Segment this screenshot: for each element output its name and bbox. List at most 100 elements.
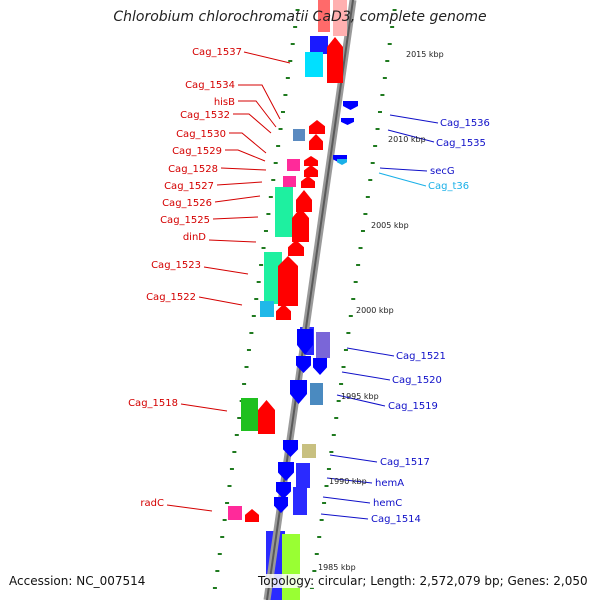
scale-tick-right <box>314 553 319 555</box>
scale-tick-left <box>271 179 276 181</box>
gene-label-right[interactable]: hemA <box>375 478 404 489</box>
scale-tick-left <box>222 519 227 521</box>
cog-box <box>283 176 296 187</box>
cog-box <box>316 332 330 358</box>
gene-label-right[interactable]: secG <box>430 166 455 177</box>
scale-tick-right <box>341 366 346 368</box>
scale-tick-left <box>217 553 222 555</box>
gene-arrow-reverse <box>341 118 354 125</box>
cog-box <box>228 506 242 520</box>
gene-label-left[interactable]: dinD <box>183 232 206 243</box>
scale-tick-right <box>336 400 341 402</box>
gene-arrow-forward <box>327 37 343 83</box>
gene-arrow-forward <box>258 400 275 434</box>
leader-line <box>229 132 267 154</box>
genome-title: Chlorobium chlorochromatii CaD3, complet… <box>113 9 487 25</box>
leader-line <box>180 403 228 412</box>
gene-arrow-reverse <box>278 462 294 481</box>
cog-box <box>310 36 328 54</box>
scale-tick-right <box>353 281 358 283</box>
gene-label-left[interactable]: hisB <box>214 97 235 108</box>
gene-arrow-forward <box>288 240 304 256</box>
gene-label-left[interactable]: Cag_1527 <box>164 181 214 192</box>
scale-tick-right <box>322 502 327 504</box>
leader-line <box>379 167 428 172</box>
gene-label-left[interactable]: Cag_1529 <box>172 146 222 157</box>
leader-line <box>336 394 386 407</box>
gene-label-right[interactable]: Cag_1517 <box>380 457 430 468</box>
gene-arrow-forward <box>276 304 291 320</box>
cog-box <box>260 301 274 317</box>
scale-ticks <box>212 9 397 589</box>
gene-label-right[interactable]: Cag_1520 <box>392 375 442 386</box>
gene-arrow-forward <box>304 156 318 166</box>
gene-label-left[interactable]: Cag_1526 <box>162 198 212 209</box>
scale-tick-left <box>229 468 234 470</box>
gene-label-right[interactable]: hemC <box>373 498 402 509</box>
gene-arrow-reverse <box>343 101 358 110</box>
leader-line <box>212 216 259 220</box>
scale-tick-left <box>263 230 268 232</box>
scale-tick-left <box>280 111 285 113</box>
cog-box <box>302 444 316 458</box>
scale-tick-right <box>324 485 329 487</box>
scale-tick-left <box>220 536 225 538</box>
scale-tick-left <box>273 162 278 164</box>
gene-label-right[interactable]: Cag_1519 <box>388 401 438 412</box>
leader-line <box>326 477 373 484</box>
gene-label-left[interactable]: Cag_1534 <box>185 80 235 91</box>
scale-tick-left <box>266 213 271 215</box>
scale-tick-right <box>365 196 370 198</box>
gene-label-right[interactable]: Cag_1521 <box>396 351 446 362</box>
scale-tick-left <box>254 298 259 300</box>
scale-tick-left <box>244 366 249 368</box>
scale-tick-left <box>251 315 256 317</box>
scale-tick-right <box>346 332 351 334</box>
gene-arrow-forward <box>278 256 298 306</box>
cog-box <box>310 383 323 405</box>
scale-tick-right <box>382 77 387 79</box>
cog-boxes <box>228 36 330 600</box>
leader-line <box>220 167 267 171</box>
scale-label: 1985 kbp <box>318 563 356 572</box>
scale-tick-right <box>358 247 363 249</box>
gene-arrow-reverse <box>274 497 288 513</box>
gene-label-left[interactable]: Cag_1523 <box>151 260 201 271</box>
accession-text: Accession: NC_007514 <box>9 574 146 588</box>
leader-line <box>387 129 435 143</box>
gene-label-left[interactable]: Cag_1537 <box>192 47 242 58</box>
scale-tick-left <box>256 281 261 283</box>
gene-label-left[interactable]: Cag_1528 <box>168 164 218 175</box>
gene-label-left[interactable]: Cag_1525 <box>160 215 210 226</box>
scale-tick-right <box>363 213 368 215</box>
scale-tick-right <box>348 315 353 317</box>
gene-label-left[interactable]: Cag_1522 <box>146 292 196 303</box>
gene-arrow-reverse <box>337 159 347 165</box>
scale-tick-right <box>334 417 339 419</box>
scale-tick-right <box>390 26 395 28</box>
gene-labels: Cag_1537 Cag_1534 hisB Cag_1532 Cag_1530… <box>128 47 490 525</box>
scale-tick-right <box>331 434 336 436</box>
gene-arrow-forward <box>296 190 312 212</box>
gene-label-right[interactable]: Cag_1536 <box>440 118 490 129</box>
gene-label-right[interactable]: Cag_1535 <box>436 138 486 149</box>
scale-tick-left <box>295 9 300 11</box>
scale-tick-right <box>387 43 392 45</box>
gene-label-left[interactable]: Cag_1532 <box>180 110 230 121</box>
leader-lines <box>166 51 439 520</box>
scale-tick-right <box>329 451 334 453</box>
gene-label-right[interactable]: Cag_1514 <box>371 514 421 525</box>
gene-arrow-reverse <box>297 329 313 355</box>
gene-arrow-reverse <box>276 482 291 499</box>
scale-tick-left <box>259 264 264 266</box>
scale-tick-left <box>288 60 293 62</box>
gene-label-left[interactable]: Cag_1518 <box>128 398 178 409</box>
gene-label-left[interactable]: Cag_1530 <box>176 129 226 140</box>
gene-partial-forward <box>333 0 347 36</box>
gene-label-right[interactable]: Cag_t36 <box>428 181 469 192</box>
scale-tick-left <box>227 485 232 487</box>
leader-line <box>216 181 263 186</box>
gene-label-left[interactable]: radC <box>140 498 164 509</box>
scale-tick-left <box>290 43 295 45</box>
